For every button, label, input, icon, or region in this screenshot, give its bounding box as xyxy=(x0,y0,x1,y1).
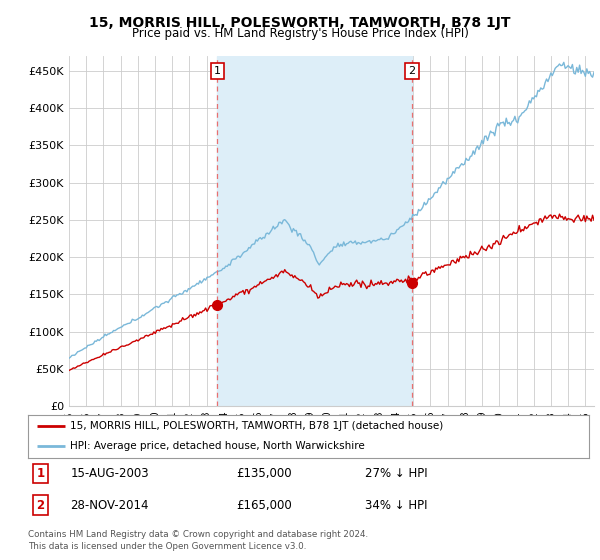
Text: 1: 1 xyxy=(37,467,44,480)
Text: £165,000: £165,000 xyxy=(236,498,292,512)
Text: 2: 2 xyxy=(408,66,415,76)
Text: HPI: Average price, detached house, North Warwickshire: HPI: Average price, detached house, Nort… xyxy=(70,441,365,451)
Text: 34% ↓ HPI: 34% ↓ HPI xyxy=(365,498,427,512)
Text: 15, MORRIS HILL, POLESWORTH, TAMWORTH, B78 1JT (detached house): 15, MORRIS HILL, POLESWORTH, TAMWORTH, B… xyxy=(70,422,443,431)
Text: Contains HM Land Registry data © Crown copyright and database right 2024.: Contains HM Land Registry data © Crown c… xyxy=(28,530,368,539)
Text: Price paid vs. HM Land Registry's House Price Index (HPI): Price paid vs. HM Land Registry's House … xyxy=(131,27,469,40)
Text: 1: 1 xyxy=(214,66,221,76)
Text: £135,000: £135,000 xyxy=(236,467,292,480)
Text: 28-NOV-2014: 28-NOV-2014 xyxy=(70,498,149,512)
Bar xyxy=(217,56,412,406)
Text: 15, MORRIS HILL, POLESWORTH, TAMWORTH, B78 1JT: 15, MORRIS HILL, POLESWORTH, TAMWORTH, B… xyxy=(89,16,511,30)
Text: 2: 2 xyxy=(37,498,44,512)
Text: 27% ↓ HPI: 27% ↓ HPI xyxy=(365,467,427,480)
Text: This data is licensed under the Open Government Licence v3.0.: This data is licensed under the Open Gov… xyxy=(28,542,307,550)
Text: 15-AUG-2003: 15-AUG-2003 xyxy=(70,467,149,480)
